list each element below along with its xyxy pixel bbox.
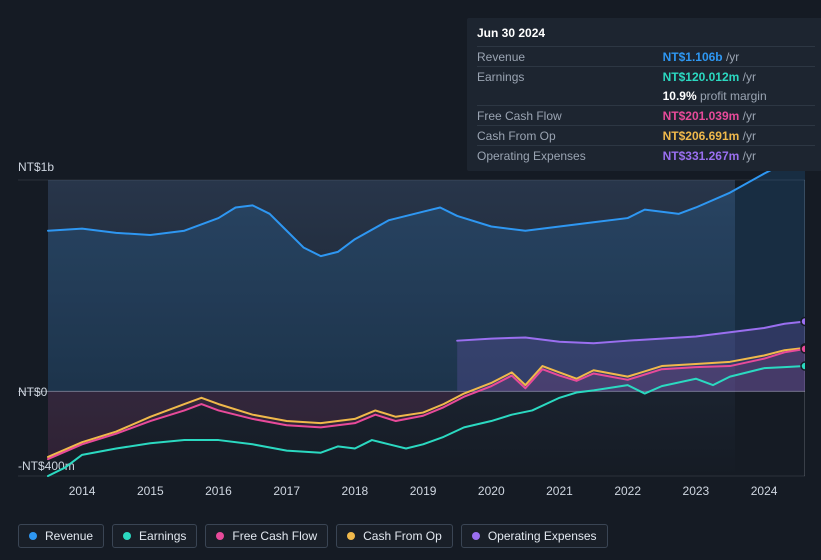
x-tick: 2024 bbox=[751, 484, 778, 498]
tooltip-row-label: Revenue bbox=[477, 47, 663, 67]
x-tick: 2017 bbox=[273, 484, 300, 498]
tooltip-row-value: NT$331.267m /yr bbox=[663, 146, 815, 166]
tooltip-row-sub: 10.9% profit margin bbox=[663, 86, 815, 106]
legend-item-operating-expenses[interactable]: Operating Expenses bbox=[461, 524, 608, 548]
tooltip-row-label: Earnings bbox=[477, 67, 663, 87]
tooltip-row-value: NT$201.039m /yr bbox=[663, 106, 815, 126]
tooltip-row-label: Operating Expenses bbox=[477, 146, 663, 166]
legend-label: Cash From Op bbox=[363, 529, 442, 543]
legend-label: Revenue bbox=[45, 529, 93, 543]
legend-dot-icon bbox=[472, 532, 480, 540]
tooltip-row-label: Cash From Op bbox=[477, 126, 663, 146]
x-tick: 2019 bbox=[410, 484, 437, 498]
x-tick: 2022 bbox=[614, 484, 641, 498]
x-tick: 2014 bbox=[69, 484, 96, 498]
legend-item-cash-from-op[interactable]: Cash From Op bbox=[336, 524, 453, 548]
tooltip-row-value: NT$120.012m /yr bbox=[663, 67, 815, 87]
legend-label: Earnings bbox=[139, 529, 186, 543]
x-axis-labels: 2014 2015 2016 2017 2018 2019 2020 2021 2022 2023… bbox=[0, 484, 821, 504]
legend-item-free-cash-flow[interactable]: Free Cash Flow bbox=[205, 524, 328, 548]
legend-dot-icon bbox=[29, 532, 37, 540]
legend-dot-icon bbox=[123, 532, 131, 540]
tooltip-row-value: NT$1.106b /yr bbox=[663, 47, 815, 67]
legend-dot-icon bbox=[347, 532, 355, 540]
legend-item-revenue[interactable]: Revenue bbox=[18, 524, 104, 548]
chart-legend: Revenue Earnings Free Cash Flow Cash From O… bbox=[18, 524, 608, 548]
tooltip-rows: RevenueNT$1.106b /yrEarningsNT$120.012m … bbox=[477, 46, 815, 165]
x-tick: 2023 bbox=[683, 484, 710, 498]
legend-dot-icon bbox=[216, 532, 224, 540]
legend-label: Free Cash Flow bbox=[232, 529, 317, 543]
x-tick: 2021 bbox=[546, 484, 573, 498]
x-tick: 2016 bbox=[205, 484, 232, 498]
legend-item-earnings[interactable]: Earnings bbox=[112, 524, 197, 548]
x-tick: 2020 bbox=[478, 484, 505, 498]
hover-tooltip: Jun 30 2024 RevenueNT$1.106b /yrEarnings… bbox=[467, 18, 821, 171]
legend-label: Operating Expenses bbox=[488, 529, 597, 543]
x-tick: 2015 bbox=[137, 484, 164, 498]
x-tick: 2018 bbox=[342, 484, 369, 498]
tooltip-row-label: Free Cash Flow bbox=[477, 106, 663, 126]
tooltip-date: Jun 30 2024 bbox=[477, 24, 815, 44]
tooltip-row-value: NT$206.691m /yr bbox=[663, 126, 815, 146]
